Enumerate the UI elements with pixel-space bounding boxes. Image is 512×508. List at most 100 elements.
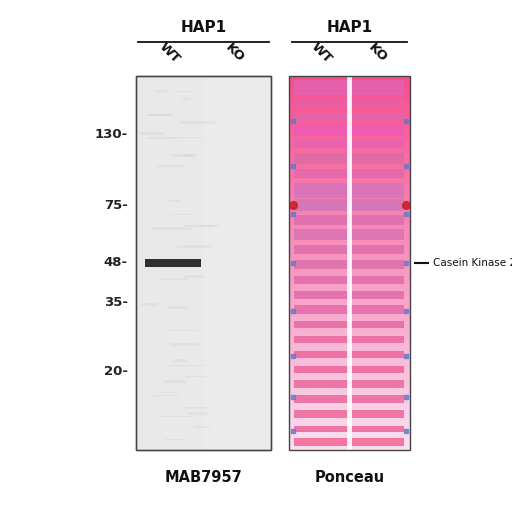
Bar	[289, 212, 410, 214]
Bar	[154, 76, 156, 450]
Bar	[289, 182, 410, 184]
Bar	[289, 383, 410, 384]
Bar	[289, 179, 410, 181]
Bar	[289, 229, 410, 231]
Bar	[152, 395, 181, 396]
Bar	[289, 265, 410, 267]
Bar	[164, 380, 186, 383]
Bar	[262, 76, 265, 450]
Bar	[161, 76, 163, 450]
Bar	[289, 289, 410, 291]
Bar	[294, 275, 404, 284]
Bar	[289, 341, 410, 343]
Bar	[249, 76, 251, 450]
Bar	[160, 278, 189, 280]
Bar	[289, 186, 410, 188]
Bar	[289, 436, 410, 438]
Bar	[289, 198, 410, 200]
Bar	[258, 76, 260, 450]
Bar	[289, 355, 410, 356]
Bar	[210, 76, 212, 450]
Bar	[269, 76, 271, 450]
Bar	[289, 276, 410, 278]
Bar	[169, 343, 199, 346]
Bar	[289, 95, 410, 97]
Bar	[289, 278, 410, 280]
Bar	[171, 154, 194, 156]
Bar	[289, 298, 410, 300]
Bar	[136, 76, 271, 450]
Bar	[289, 239, 410, 240]
Bar	[289, 448, 410, 450]
Bar	[289, 76, 410, 450]
Bar	[289, 414, 410, 416]
Bar	[289, 410, 410, 412]
Text: 35-: 35-	[104, 296, 128, 308]
Bar	[289, 325, 410, 326]
Bar	[199, 225, 214, 227]
Bar	[289, 112, 410, 114]
Bar	[289, 416, 410, 418]
Bar	[289, 388, 410, 390]
Bar	[175, 359, 187, 362]
Bar	[192, 76, 195, 450]
Bar	[289, 97, 410, 99]
Bar	[289, 211, 410, 212]
Bar	[289, 164, 410, 166]
Bar	[235, 76, 238, 450]
Bar	[289, 244, 410, 246]
Bar	[233, 76, 235, 450]
Bar	[289, 173, 410, 175]
Bar	[289, 201, 410, 203]
Bar	[294, 113, 404, 122]
Bar	[289, 233, 410, 235]
Bar	[158, 165, 184, 167]
Bar	[155, 90, 167, 92]
Bar	[289, 108, 410, 110]
Bar	[289, 336, 410, 338]
Bar	[289, 251, 410, 253]
Bar	[289, 242, 410, 244]
Bar	[246, 76, 249, 450]
Bar	[289, 166, 410, 168]
Bar	[168, 137, 203, 138]
Bar	[289, 190, 410, 192]
Bar	[294, 139, 404, 148]
Bar	[289, 281, 410, 283]
Bar	[289, 334, 410, 336]
Bar	[289, 177, 410, 179]
Bar	[230, 76, 233, 450]
Bar	[294, 395, 404, 403]
Bar	[289, 373, 410, 375]
Bar	[289, 147, 410, 149]
Text: MAB7957: MAB7957	[165, 470, 242, 485]
Bar	[289, 106, 410, 108]
Bar	[165, 76, 167, 450]
Bar	[195, 76, 197, 450]
Bar	[150, 114, 172, 116]
Bar	[289, 257, 410, 259]
Bar	[289, 259, 410, 261]
Bar	[289, 188, 410, 190]
Bar	[289, 283, 410, 285]
Bar	[136, 76, 138, 450]
Bar	[289, 184, 410, 186]
Bar	[289, 261, 410, 263]
Bar	[289, 347, 410, 349]
Bar	[289, 308, 410, 309]
Bar	[289, 287, 410, 289]
Bar	[294, 321, 404, 328]
Text: 130-: 130-	[95, 128, 128, 141]
Bar	[184, 225, 219, 227]
Text: WT: WT	[157, 40, 183, 67]
Bar	[289, 302, 410, 304]
Bar	[184, 154, 196, 156]
Bar	[188, 76, 190, 450]
Bar	[289, 80, 410, 82]
Bar	[289, 101, 410, 102]
Bar	[289, 154, 410, 156]
Bar	[163, 76, 165, 450]
Bar	[289, 142, 410, 143]
Bar	[289, 362, 410, 364]
Bar	[289, 403, 410, 405]
